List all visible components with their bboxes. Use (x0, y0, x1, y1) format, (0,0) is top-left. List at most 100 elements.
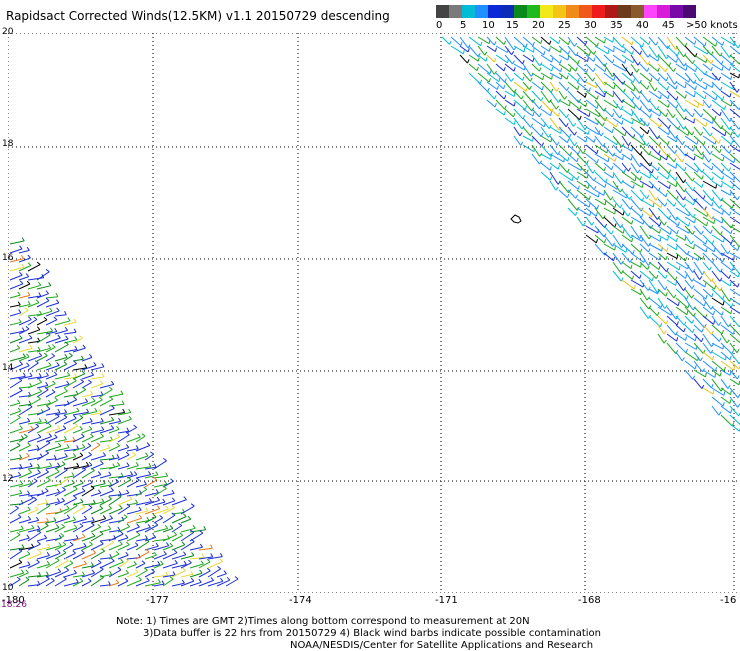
wind-barb-flag (84, 543, 86, 546)
wind-barb-flag (142, 561, 145, 564)
wind-barb (73, 456, 83, 460)
wind-barb-flag (597, 43, 598, 47)
wind-barb-flag (74, 319, 76, 322)
wind-barb-flag (166, 543, 169, 546)
wind-barb (667, 154, 674, 162)
wind-barb-flag (92, 570, 95, 573)
wind-barb (577, 190, 589, 200)
wind-barb (712, 190, 721, 201)
wind-barb (163, 481, 174, 487)
wind-barb (604, 226, 611, 234)
wind-barb-flag (28, 443, 31, 446)
wind-barb (46, 303, 59, 307)
wind-barb (541, 172, 550, 180)
wind-barb (649, 100, 657, 110)
wind-barb (694, 91, 705, 99)
wind-barb-flag (494, 42, 496, 46)
wind-barb (712, 64, 722, 71)
wind-barb-flag (111, 417, 113, 420)
wind-barb (73, 359, 83, 361)
wind-barb-flag (110, 571, 112, 574)
wind-barb-flag (109, 581, 111, 585)
wind-barb-flag (485, 52, 487, 55)
colorbar-swatch (449, 5, 462, 18)
wind-barb (613, 226, 623, 233)
wind-barb-flag (676, 164, 677, 168)
wind-barb-flag (91, 372, 94, 375)
wind-barb (514, 127, 520, 136)
wind-barb-flag (22, 544, 24, 548)
wind-barb (694, 379, 702, 389)
wind-barb-flag (704, 302, 705, 306)
wind-barb-flag (18, 400, 21, 403)
wind-barb (649, 82, 655, 91)
wind-barb-flag (170, 526, 173, 529)
wind-barb (487, 100, 495, 107)
wind-barb-flag (557, 142, 559, 145)
wind-barb (136, 563, 145, 568)
wind-barb-flag (614, 257, 615, 261)
wind-barb (46, 356, 55, 361)
wind-barb-flag (570, 68, 571, 72)
wind-barb-flag (23, 354, 25, 357)
wind-barb-flag (715, 116, 717, 120)
wind-barb (73, 382, 84, 388)
wind-barb-flag (649, 41, 650, 45)
wind-barb-flag (676, 177, 678, 181)
wind-barb (568, 55, 578, 64)
wind-barb-flag (184, 497, 187, 500)
wind-barb-flag (737, 375, 739, 379)
wind-barb-flag (63, 542, 66, 545)
wind-barb-flag (72, 473, 74, 476)
wind-barb-flag (45, 488, 48, 491)
wind-barb-flag (694, 93, 695, 97)
wind-barb (10, 403, 20, 406)
wind-barb (604, 127, 612, 133)
wind-barb (676, 154, 682, 162)
wind-barb (685, 145, 693, 151)
wind-barb (703, 388, 713, 394)
wind-barb (631, 82, 640, 94)
wind-barb (586, 217, 592, 225)
wind-barb (622, 271, 632, 279)
wind-barb (100, 384, 114, 388)
wind-barb (91, 464, 103, 469)
wind-barb-flag (39, 551, 42, 554)
wind-barb-flag (552, 67, 553, 71)
wind-barb-flag (34, 497, 37, 499)
wind-barb-flag (121, 559, 124, 562)
wind-barb (82, 508, 92, 514)
wind-barb (73, 418, 83, 424)
wind-barb (541, 37, 550, 45)
wind-barb (712, 199, 720, 208)
wind-barb-flag (49, 400, 51, 403)
wind-barb-flag (723, 296, 725, 300)
wind-barb-flag (37, 327, 40, 330)
wind-barb-flag (658, 68, 659, 72)
wind-barb-flag (692, 285, 694, 288)
wind-barb-flag (737, 349, 739, 352)
wind-barb (514, 55, 523, 64)
wind-barb-flag (90, 434, 93, 437)
wind-barb (703, 253, 713, 263)
wind-barb (478, 46, 485, 55)
wind-barb-flag (32, 525, 34, 528)
wind-barb-flag (678, 222, 679, 226)
wind-barb-flag (660, 229, 661, 233)
wind-barb (721, 235, 731, 244)
colorbar-swatch (670, 5, 683, 18)
wind-barb-flag (732, 303, 733, 307)
wind-barb-flag (728, 385, 730, 388)
wind-barb-flag (574, 123, 576, 126)
wind-barb (10, 563, 22, 569)
wind-barb (730, 163, 740, 170)
wind-barb (568, 145, 578, 154)
wind-barb (532, 73, 543, 80)
wind-barb (595, 100, 604, 111)
wind-barb-flag (127, 428, 129, 432)
wind-barb-flag (533, 42, 534, 46)
wind-barb (667, 253, 677, 259)
wind-barb (676, 208, 689, 216)
wind-barb-flag (526, 87, 527, 91)
wind-barb-flag (26, 570, 29, 573)
